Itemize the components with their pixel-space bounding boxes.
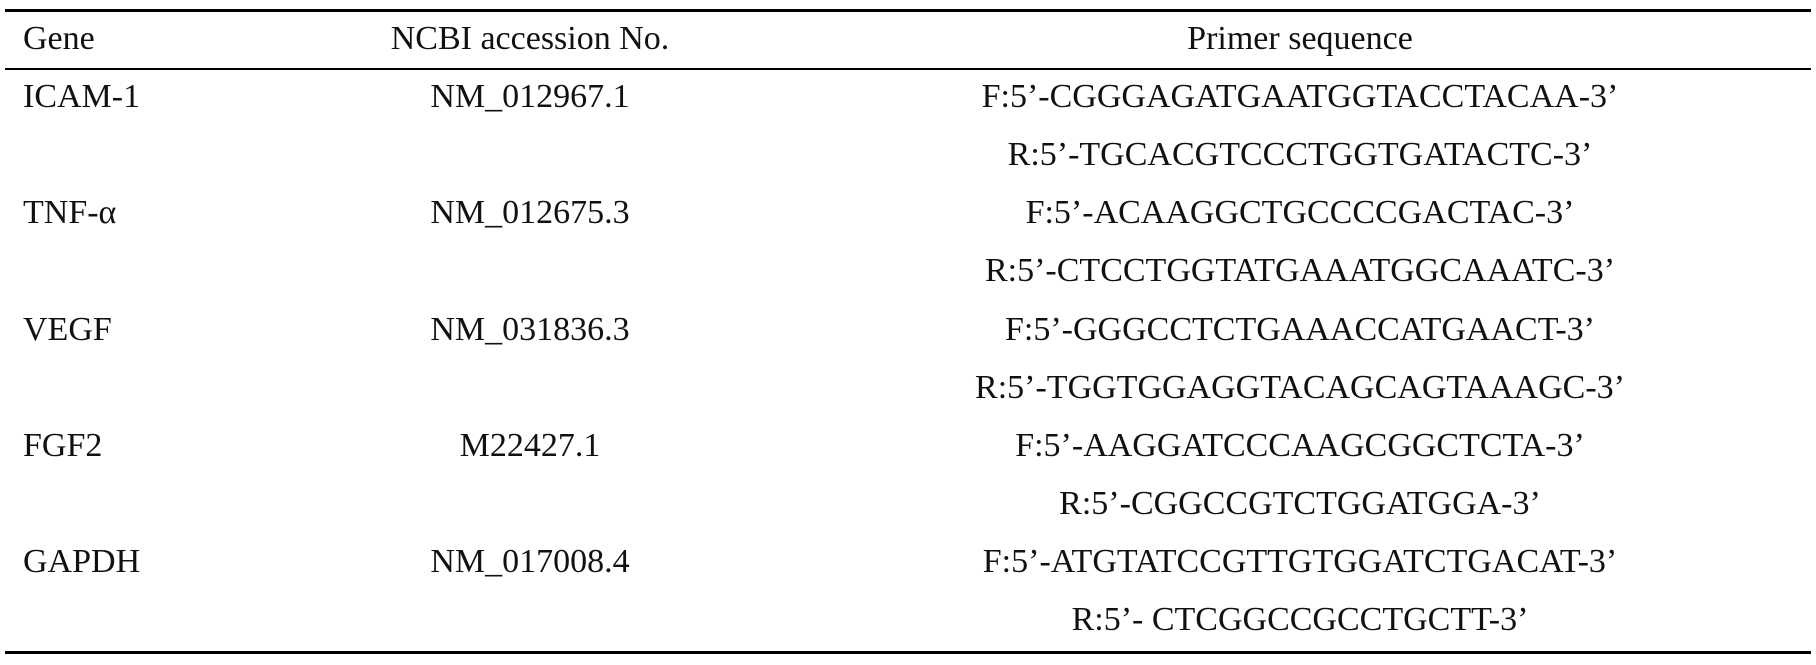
row-accession-vegf: NM_031836.3 [430, 311, 630, 348]
row-reverse-primer-vegf: R:5’-TGGTGGAGGTACAGCAGTAAAGC-3’ [975, 369, 1625, 406]
header-accession: NCBI accession No. [390, 20, 670, 57]
header-gene: Gene [23, 20, 95, 57]
row-gene-vegf: VEGF [23, 311, 112, 348]
row-reverse-primer-icam1: R:5’-TGCACGTCCCTGGTGATACTC-3’ [1007, 136, 1593, 173]
row-forward-primer-icam1: F:5’-CGGGAGATGAATGGTACCTACAA-3’ [981, 78, 1619, 115]
row-accession-icam1: NM_012967.1 [430, 78, 630, 115]
row-accession-fgf2: M22427.1 [459, 427, 601, 464]
row-gene-fgf2: FGF2 [23, 427, 103, 464]
row-forward-primer-tnf-alpha: F:5’-ACAAGGCTGCCCCGACTAC-3’ [1025, 194, 1575, 231]
row-accession-gapdh: NM_017008.4 [430, 543, 630, 580]
row-accession-tnf-alpha: NM_012675.3 [430, 194, 630, 231]
row-forward-primer-gapdh: F:5’-ATGTATCCGTTGTGGATCTGACAT-3’ [982, 543, 1618, 580]
header-primer-sequence: Primer sequence [1187, 20, 1413, 57]
row-gene-gapdh: GAPDH [23, 543, 141, 580]
header-divider-rule [5, 68, 1811, 70]
row-forward-primer-vegf: F:5’-GGGCCTCTGAAACCATGAACT-3’ [1005, 311, 1595, 348]
row-reverse-primer-fgf2: R:5’-CGGCCGTCTGGATGGA-3’ [1059, 485, 1541, 522]
row-gene-icam1: ICAM-1 [23, 78, 141, 115]
row-gene-tnf-alpha: TNF-α [23, 194, 117, 231]
row-forward-primer-fgf2: F:5’-AAGGATCCCAAGCGGCTCTA-3’ [1015, 427, 1585, 464]
table-top-rule [5, 9, 1811, 12]
table-bottom-rule [5, 651, 1811, 654]
row-reverse-primer-gapdh: R:5’- CTCGGCCGCCTGCTT-3’ [1071, 601, 1529, 638]
row-reverse-primer-tnf-alpha: R:5’-CTCCTGGTATGAAATGGCAAATC-3’ [984, 252, 1616, 289]
